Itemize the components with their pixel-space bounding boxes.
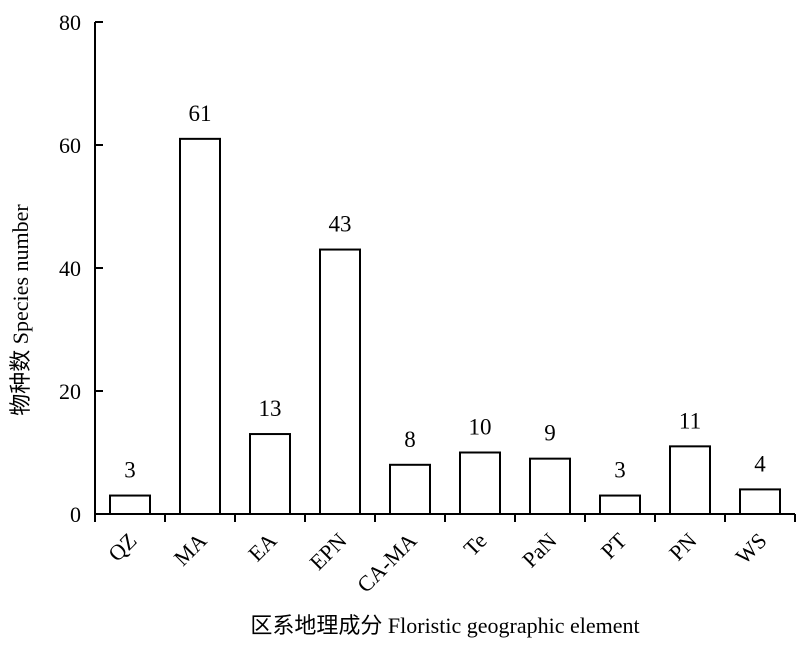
data-label: 3 bbox=[614, 458, 626, 483]
data-label: 9 bbox=[544, 421, 556, 446]
x-tick-label: PT bbox=[596, 527, 632, 563]
bar-ws bbox=[739, 488, 781, 515]
bar-ca-ma bbox=[389, 463, 431, 515]
data-label: 3 bbox=[124, 458, 136, 483]
bar-pt bbox=[599, 494, 641, 515]
y-tick-label: 20 bbox=[59, 379, 81, 404]
bars-group bbox=[109, 137, 781, 516]
x-tick-label: MA bbox=[169, 528, 212, 571]
data-labels-group: 3 61 13 43 8 10 9 3 11 4 bbox=[124, 101, 766, 483]
x-tick-label: EPN bbox=[304, 528, 351, 575]
x-tick-label: CA-MA bbox=[352, 528, 422, 598]
x-tick-label: EA bbox=[243, 528, 281, 566]
y-tick-label: 80 bbox=[59, 10, 81, 35]
bar-qz bbox=[109, 494, 151, 515]
data-label: 13 bbox=[259, 396, 282, 421]
x-tick-label: QZ bbox=[103, 528, 141, 566]
data-label: 4 bbox=[754, 451, 766, 476]
bar-ma bbox=[179, 137, 221, 515]
bar-pn bbox=[669, 445, 711, 516]
y-ticks-group: 0 20 40 60 80 bbox=[59, 10, 103, 527]
x-ticks-group: QZ MA EA EPN CA-MA Te PaN PT PN WS bbox=[94, 514, 796, 598]
y-tick-label: 0 bbox=[70, 502, 81, 527]
data-label: 43 bbox=[329, 212, 352, 237]
bar-ea bbox=[249, 433, 291, 515]
data-label: 61 bbox=[189, 101, 212, 126]
bar-te bbox=[459, 451, 501, 515]
y-tick-label: 60 bbox=[59, 133, 81, 158]
bar-pan bbox=[529, 457, 571, 515]
x-tick-label: Te bbox=[459, 528, 492, 561]
data-label: 10 bbox=[469, 415, 492, 440]
x-tick-label: WS bbox=[731, 528, 772, 569]
x-axis-title: 区系地理成分 Floristic geographic element bbox=[250, 613, 639, 638]
x-tick-label: PaN bbox=[517, 528, 562, 573]
y-axis-title: 物种数 Species number bbox=[8, 204, 33, 416]
y-tick-label: 40 bbox=[59, 256, 81, 281]
data-label: 11 bbox=[679, 408, 701, 433]
x-tick-label: PN bbox=[664, 528, 702, 566]
bar-epn bbox=[319, 248, 361, 516]
data-label: 8 bbox=[404, 427, 416, 452]
